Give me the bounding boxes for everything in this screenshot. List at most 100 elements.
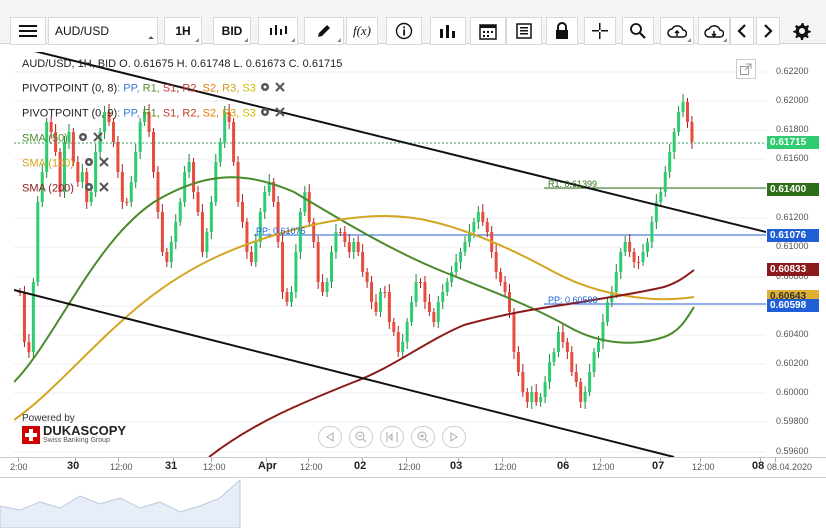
candle-body	[325, 282, 329, 292]
gear-icon	[793, 23, 811, 40]
symbol-selector[interactable]: AUD/USD	[48, 17, 158, 45]
lock-button[interactable]	[546, 17, 578, 45]
expand-button[interactable]	[736, 59, 756, 79]
volume-button[interactable]	[430, 17, 466, 45]
pivot2-name: PIVOTPOINT (0, 9)	[22, 107, 118, 120]
price-tick: 0.59600	[776, 446, 809, 456]
indicators-button[interactable]: f(x)	[346, 17, 378, 45]
zoom-in-button[interactable]	[411, 426, 435, 448]
pivot-part: S3	[239, 107, 256, 120]
candle-body	[436, 302, 440, 322]
candle-body	[521, 372, 525, 392]
candle-body	[463, 242, 467, 252]
time-tick-mark	[406, 458, 407, 462]
pp-lower-label: PP: 0.60598	[548, 295, 598, 305]
pivot-part: R3,	[219, 82, 240, 95]
sma100-remove[interactable]	[98, 156, 110, 171]
crosshair-button[interactable]	[584, 17, 616, 45]
candle-body	[63, 142, 66, 192]
timeframe-selector[interactable]: 1H	[164, 17, 202, 45]
sma100-settings[interactable]	[83, 156, 95, 171]
zoom-out-button[interactable]	[349, 426, 373, 448]
time-tick: 12:00	[494, 462, 517, 472]
sma50-label: SMA (50)	[22, 132, 68, 145]
price-tick: 0.62200	[776, 66, 809, 76]
time-tick-mark	[502, 458, 503, 462]
candle-body	[89, 192, 93, 202]
sma50-settings[interactable]	[77, 131, 89, 146]
time-tick: Apr	[258, 460, 277, 472]
price-chart[interactable]: R1: 0.61399 PP: 0.61075 PP: 0.60598	[14, 52, 766, 457]
time-tick-mark	[118, 458, 119, 462]
time-tick: 12:00	[398, 462, 421, 472]
fit-button[interactable]	[380, 426, 404, 448]
info-button[interactable]	[386, 17, 422, 45]
draw-tool-button[interactable]	[304, 17, 344, 45]
chart-type-button[interactable]	[258, 17, 298, 45]
candle-body	[165, 252, 169, 262]
candle-body	[303, 192, 307, 212]
candle-body	[494, 252, 498, 272]
settings-button[interactable]	[788, 17, 816, 45]
candle-body	[209, 202, 213, 232]
candle-body	[450, 272, 454, 282]
candle-body	[454, 262, 458, 272]
candle-body	[330, 252, 333, 282]
candle-body	[285, 292, 289, 302]
price-tick: 0.62000	[776, 95, 809, 105]
gear-icon	[85, 158, 94, 166]
sma200-settings[interactable]	[83, 181, 95, 196]
calendar-button[interactable]	[470, 17, 506, 45]
toolbar: AUD/USD 1H BID f(x)	[0, 0, 826, 45]
menu-button[interactable]	[10, 17, 46, 45]
scroll-left-button[interactable]	[730, 17, 754, 45]
hamburger-icon	[19, 25, 37, 37]
candle-body	[543, 382, 547, 397]
navigator[interactable]	[0, 477, 826, 529]
nav-prev-button[interactable]	[318, 426, 342, 448]
price-tick: 0.60400	[776, 329, 809, 339]
candle-body	[138, 122, 142, 152]
candle-body	[116, 142, 120, 172]
scroll-right-button[interactable]	[756, 17, 780, 45]
price-marker: 0.61400	[767, 183, 819, 196]
zoom-out-icon	[355, 431, 367, 443]
pivot-part: R2,	[179, 107, 200, 120]
candle-body	[214, 162, 218, 202]
candle-body	[236, 162, 240, 202]
price-marker: 0.61076	[767, 229, 819, 242]
dukascopy-logo[interactable]: Powered by DUKASCOPY Swiss Banking Group	[22, 413, 126, 444]
zoom-button[interactable]	[622, 17, 654, 45]
time-tick-mark	[362, 458, 363, 462]
download-button[interactable]	[698, 17, 730, 45]
time-axis: 2:00 30 12:00 31 12:00 Apr 12:00 02 12:00 03 12:00…	[0, 457, 826, 477]
time-tick: 02	[354, 460, 367, 472]
pivot1-settings[interactable]	[259, 81, 271, 96]
close-icon	[99, 182, 109, 192]
candle-body	[200, 212, 204, 252]
side-selector[interactable]: BID	[213, 17, 251, 45]
brand-tagline: Swiss Banking Group	[43, 437, 110, 444]
pivot2-remove[interactable]	[274, 106, 286, 121]
candle-body	[570, 352, 574, 372]
sma200-remove[interactable]	[98, 181, 110, 196]
price-axis: 0.62200 0.62000 0.61800 0.61600 0.61400 0.612…	[766, 52, 826, 457]
sma50-remove[interactable]	[92, 131, 104, 146]
chevron-right-icon	[764, 24, 773, 38]
pivot2-settings[interactable]	[259, 106, 271, 121]
pivot-legend-2: PIVOTPOINT (0, 9): PP, R1, S1, R2, S2, R…	[22, 106, 286, 121]
candle-body	[476, 212, 480, 222]
time-tick: 08.04.2020	[767, 462, 813, 472]
pivot1-remove[interactable]	[274, 81, 286, 96]
candle-body	[530, 392, 534, 402]
candle-body	[423, 282, 427, 302]
candle-body	[156, 172, 160, 212]
nav-next-button[interactable]	[442, 426, 466, 448]
candle-body	[574, 372, 578, 382]
candle-body	[40, 172, 44, 202]
news-button[interactable]	[506, 17, 542, 45]
pivot-legend-1: PIVOTPOINT (0, 8): PP, R1, S1, R2, S2, R…	[22, 81, 286, 96]
upload-button[interactable]	[660, 17, 694, 45]
candle-body	[445, 282, 449, 292]
candle-body	[49, 122, 53, 132]
